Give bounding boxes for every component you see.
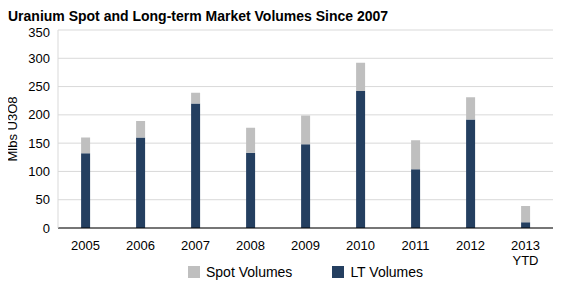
svg-text:2011: 2011 [402,238,430,253]
svg-text:50: 50 [36,192,50,207]
svg-text:150: 150 [28,136,50,151]
svg-text:Mlbs U3O8: Mlbs U3O8 [8,96,20,161]
svg-text:2012: 2012 [456,238,485,253]
svg-text:2013YTD: 2013YTD [511,238,540,268]
svg-text:300: 300 [28,51,50,66]
svg-text:2007: 2007 [181,238,210,253]
html-text:Spot Volumes: Spot Volumes [206,264,293,280]
svg-text:2005: 2005 [71,238,100,253]
svg-text:0: 0 [43,221,50,236]
html-text:Uranium Spot and Long-term Mar: Uranium Spot and Long-term Market Volume… [8,8,389,24]
html-text:LT Volumes: LT Volumes [350,264,423,280]
svg-text:2010: 2010 [346,238,375,253]
svg-text:2006: 2006 [126,238,155,253]
svg-text:250: 250 [28,79,50,94]
svg-text:2009: 2009 [291,238,320,253]
svg-text:350: 350 [28,25,50,40]
svg-text:100: 100 [28,164,50,179]
svg-text:200: 200 [28,107,50,122]
svg-text:2008: 2008 [236,238,265,253]
